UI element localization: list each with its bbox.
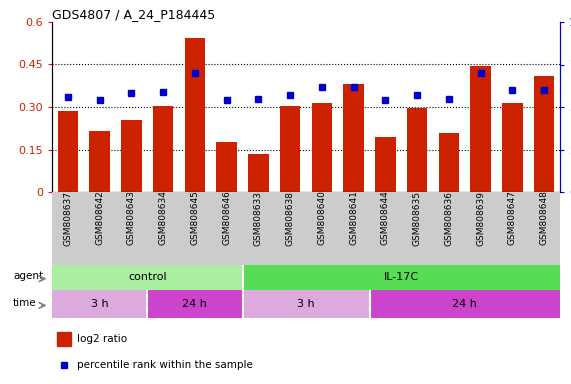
Bar: [502, 103, 522, 192]
Text: log2 ratio: log2 ratio: [78, 334, 127, 344]
Bar: [312, 103, 332, 192]
Bar: [147, 290, 243, 318]
Bar: [375, 137, 396, 192]
Bar: [407, 108, 428, 192]
Text: 3 h: 3 h: [91, 299, 108, 309]
Bar: [343, 84, 364, 192]
Text: percentile rank within the sample: percentile rank within the sample: [78, 360, 254, 370]
Bar: [248, 154, 269, 192]
Bar: [184, 38, 205, 192]
Text: time: time: [13, 298, 37, 308]
Bar: [216, 142, 237, 192]
Bar: [280, 106, 300, 192]
Bar: [58, 111, 78, 192]
Bar: [243, 290, 369, 318]
Bar: [243, 265, 560, 290]
Text: agent: agent: [13, 271, 43, 281]
Bar: [471, 66, 491, 192]
Text: 24 h: 24 h: [452, 299, 477, 309]
Bar: [153, 106, 174, 192]
Bar: [121, 120, 142, 192]
Text: GDS4807 / A_24_P184445: GDS4807 / A_24_P184445: [52, 8, 215, 21]
Bar: [369, 290, 560, 318]
Bar: [89, 131, 110, 192]
Bar: [52, 290, 147, 318]
Bar: [534, 76, 554, 192]
Bar: [57, 332, 71, 346]
Bar: [52, 265, 243, 290]
Text: IL-17C: IL-17C: [384, 273, 419, 283]
Text: control: control: [128, 273, 167, 283]
Text: 24 h: 24 h: [183, 299, 207, 309]
Text: 3 h: 3 h: [297, 299, 315, 309]
Bar: [439, 132, 459, 192]
